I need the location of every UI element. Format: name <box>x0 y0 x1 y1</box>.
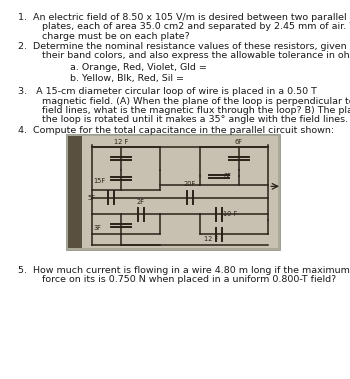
Text: 6F: 6F <box>235 139 243 145</box>
Text: 8F: 8F <box>223 173 231 179</box>
Text: 10 F: 10 F <box>223 211 237 217</box>
Bar <box>66 134 280 250</box>
Text: 20F: 20F <box>184 182 196 188</box>
Text: charge must be on each plate?: charge must be on each plate? <box>42 32 190 41</box>
Text: 4.  Compute for the total capacitance in the parallel circuit shown:: 4. Compute for the total capacitance in … <box>18 125 334 135</box>
Bar <box>68 136 82 248</box>
Text: 12 F: 12 F <box>203 236 218 242</box>
Text: 2.  Determine the nominal resistance values of these resistors, given: 2. Determine the nominal resistance valu… <box>18 42 346 51</box>
Text: magnetic field. (A) When the plane of the loop is perpendicular to the: magnetic field. (A) When the plane of th… <box>42 97 350 105</box>
Bar <box>68 136 278 248</box>
Text: their band colors, and also express the allowable tolerance in ohms.: their band colors, and also express the … <box>42 52 350 61</box>
Text: 5F: 5F <box>88 194 96 200</box>
Text: b. Yellow, Blk, Red, Sil =: b. Yellow, Blk, Red, Sil = <box>70 74 184 83</box>
Text: the loop is rotated until it makes a 35° angle with the field lines.: the loop is rotated until it makes a 35°… <box>42 115 348 124</box>
Text: plates, each of area 35.0 cm2 and separated by 2.45 mm of air. What: plates, each of area 35.0 cm2 and separa… <box>42 22 350 31</box>
Text: 15F: 15F <box>94 178 106 184</box>
Text: a. Orange, Red, Violet, Gld =: a. Orange, Red, Violet, Gld = <box>70 63 207 72</box>
Text: force on its is 0.750 N when placed in a uniform 0.800-T field?: force on its is 0.750 N when placed in a… <box>42 275 336 284</box>
Text: 1.  An electric field of 8.50 x 105 V/m is desired between two parallel: 1. An electric field of 8.50 x 105 V/m i… <box>18 13 346 22</box>
Text: 3F: 3F <box>94 225 102 231</box>
Text: 12 F: 12 F <box>114 139 128 145</box>
Text: field lines, what is the magnetic flux through the loop? B) The plane of: field lines, what is the magnetic flux t… <box>42 106 350 115</box>
Text: 2F: 2F <box>137 199 145 205</box>
Text: 3.   A 15-cm diameter circular loop of wire is placed in a 0.50 T: 3. A 15-cm diameter circular loop of wir… <box>18 87 316 96</box>
Text: 5.  How much current is flowing in a wire 4.80 m long if the maximum: 5. How much current is flowing in a wire… <box>18 266 349 275</box>
